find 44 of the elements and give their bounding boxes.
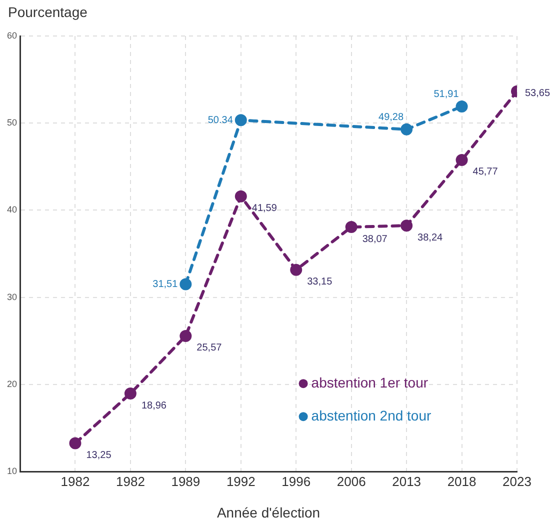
point: [400, 220, 413, 232]
y-tick-label: 30: [6, 292, 18, 302]
x-tick-label: 1996: [282, 474, 311, 489]
point: [456, 154, 468, 166]
data-label: 41,59: [252, 203, 278, 214]
data-label: 38,07: [362, 234, 388, 245]
x-tick-label: 2006: [336, 474, 366, 489]
point: [456, 100, 468, 112]
data-label: 51,91: [434, 89, 460, 100]
point: [124, 388, 136, 400]
x-tick-label: 1982: [60, 474, 90, 489]
x-tick-label: 2023: [502, 474, 532, 489]
point: [180, 330, 192, 342]
data-label: 45,77: [472, 166, 498, 178]
point: [180, 278, 192, 290]
point: [234, 114, 247, 126]
data-label: 13,25: [86, 450, 112, 462]
data-label: 25,57: [196, 342, 222, 354]
point: [400, 123, 413, 136]
data-label: 49,28: [378, 112, 404, 124]
legend-label: abstention 1er tour: [311, 374, 428, 390]
point: [69, 437, 82, 450]
point: [234, 190, 247, 202]
point: [345, 221, 358, 234]
y-tick-label: 60: [6, 30, 18, 40]
data-label: 18,96: [141, 400, 167, 412]
data-label: 50.34: [208, 114, 234, 126]
y-axis-title: Pourcentage: [8, 4, 88, 20]
x-axis-title: Année d'élection: [216, 504, 320, 520]
data-label: 31,51: [152, 278, 178, 290]
data-label: 33,15: [307, 276, 333, 288]
y-tick-label: 10: [6, 466, 18, 476]
data-label: 38,24: [418, 232, 444, 244]
y-tick-label: 20: [6, 378, 18, 389]
x-tick-label: 2018: [447, 474, 476, 489]
y-tick-label: 40: [6, 204, 18, 215]
point: [290, 264, 302, 276]
x-tick-label: 1982: [116, 474, 145, 489]
y-tick-label: 50: [6, 118, 18, 128]
x-tick-label: 1989: [171, 474, 200, 489]
x-tick-label: 1992: [226, 474, 256, 489]
x-tick-label: 2013: [392, 474, 422, 489]
data-label: 53,65: [525, 88, 550, 100]
legend-label: abstention 2nd tour: [311, 407, 432, 424]
